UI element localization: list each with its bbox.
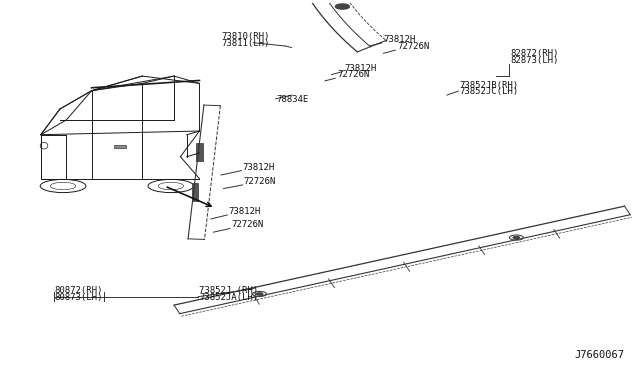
Ellipse shape [257,293,263,295]
Text: 82873(LH): 82873(LH) [510,55,559,64]
Text: 80873(LH): 80873(LH) [55,293,103,302]
Text: 73852JB(RH): 73852JB(RH) [460,81,518,90]
Text: J7660067: J7660067 [575,350,625,360]
Bar [192,183,198,202]
Text: 73811(LH): 73811(LH) [221,39,270,48]
Bar [196,143,203,161]
Text: 73852JC(LH): 73852JC(LH) [460,87,518,96]
Text: 78834E: 78834E [277,95,309,104]
Text: 73812H: 73812H [344,64,376,73]
Ellipse shape [513,237,520,239]
Text: 72726N: 72726N [244,177,276,186]
Text: 73812H: 73812H [383,35,416,44]
Bar [114,145,127,148]
Text: 73852J (RH): 73852J (RH) [200,286,259,295]
Text: 73810(RH): 73810(RH) [221,32,270,41]
Text: 72726N: 72726N [231,220,264,230]
Text: 72726N: 72726N [397,42,429,51]
Text: 73812H: 73812H [228,207,261,216]
Text: 73852JA(LH): 73852JA(LH) [200,293,259,302]
Text: 80872(RH): 80872(RH) [55,286,103,295]
Text: 82872(RH): 82872(RH) [510,49,559,58]
Text: 72726N: 72726N [337,70,369,79]
Text: 73812H: 73812H [243,163,275,171]
Ellipse shape [335,4,349,9]
